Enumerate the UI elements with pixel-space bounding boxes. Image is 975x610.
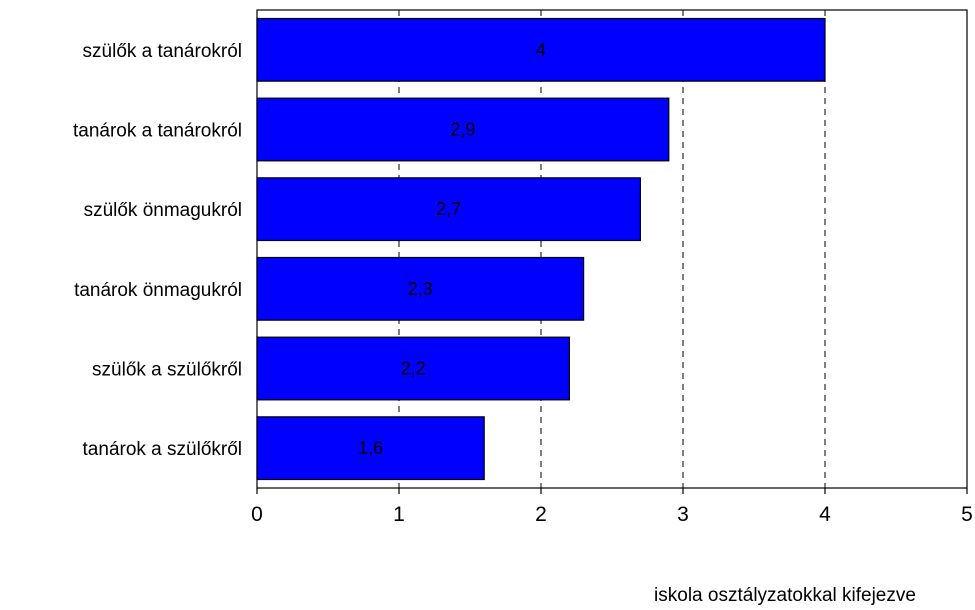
plot-area-frame [256,9,968,489]
bar [256,256,585,321]
x-tick-label: 1 [393,503,405,526]
bar [256,17,826,82]
x-tick-label: 3 [677,503,689,526]
data-label: 1,6 [358,438,383,458]
data-label: 2,7 [436,199,461,219]
x-axis-ticks: 0 1 2 3 4 5 [251,488,973,526]
data-label: 2,2 [401,359,426,379]
category-label: szülők a szülőkről [92,360,242,381]
category-label: szülők önmagukról [84,200,242,221]
x-axis-title: iskola osztályzatokkal kifejezve [654,585,916,606]
bar [256,416,485,481]
bar [256,177,641,242]
bar [256,97,670,162]
category-labels: szülők a tanárokról tanárok a tanárokról s… [73,41,242,460]
x-tick-label: 4 [819,503,831,526]
x-tick-label: 0 [251,503,263,526]
x-tick-label: 5 [961,503,973,526]
grid-lines [398,10,826,488]
bar [256,336,570,401]
category-label: tanárok önmagukról [74,280,242,301]
data-label: 2,3 [408,279,433,299]
data-label: 4 [536,40,546,60]
data-label: 2,9 [450,120,475,140]
category-label: tanárok a szülőkről [83,439,242,460]
x-tick-label: 2 [535,503,547,526]
category-label: szülők a tanárokról [83,41,242,62]
category-label: tanárok a tanárokról [73,121,242,142]
bars: 4 2,9 2,7 2,3 2,2 1,6 [256,17,826,481]
